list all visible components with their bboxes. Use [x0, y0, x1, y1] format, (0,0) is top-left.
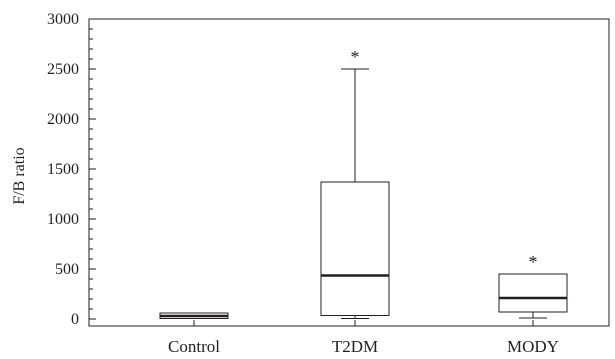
x-tick-label: T2DM	[332, 337, 378, 356]
box-mody: *	[498, 252, 568, 319]
box-t2dm: *	[320, 47, 390, 319]
y-tick-label: 1000	[47, 211, 79, 228]
y-tick-label: 500	[55, 261, 79, 278]
significance-asterisk: *	[529, 252, 538, 272]
y-axis-label: F/B ratio	[11, 147, 28, 204]
significance-asterisk: *	[351, 47, 360, 67]
y-tick-label: 3000	[47, 11, 79, 28]
y-tick-label: 2500	[47, 61, 79, 78]
box-iqr	[498, 273, 568, 313]
box-iqr	[320, 181, 390, 316]
y-tick-label: 0	[71, 311, 79, 328]
axes: 0 500 1000 1500 2000 2500 3000 Control T2DM MODY	[47, 11, 610, 356]
plot-frame	[88, 18, 610, 327]
boxes: **	[159, 47, 568, 319]
y-tick-label: 1500	[47, 161, 79, 178]
y-tick-label: 2000	[47, 111, 79, 128]
x-tick-label: Control	[168, 337, 220, 356]
box-control	[159, 312, 229, 319]
x-tick-label: MODY	[507, 337, 559, 356]
